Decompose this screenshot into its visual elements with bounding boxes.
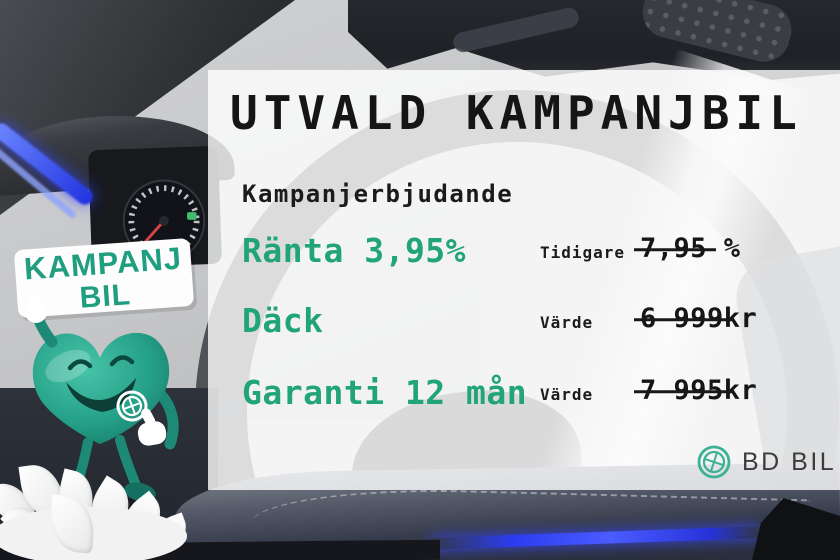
campaign-sign: KAMPANJ BIL bbox=[14, 238, 197, 322]
mascot-left-eye bbox=[67, 359, 93, 371]
offer-panel-content: UTVALD KAMPANJBIL Kampanjerbjudande Ränt… bbox=[208, 70, 840, 490]
offer-row-warranty: Garanti 12 mån Värde 7 995kr bbox=[208, 373, 840, 421]
mascot-thumbs-up-glove bbox=[137, 408, 167, 446]
old-price: 7,95 % bbox=[640, 233, 741, 264]
offer-name: Garanti 12 mån bbox=[242, 373, 528, 412]
offer-subtitle: Kampanjerbjudande bbox=[242, 180, 514, 208]
value-unit: % bbox=[707, 233, 741, 264]
offer-name: Ränta 3,95% bbox=[242, 231, 467, 270]
comparison-label: Värde bbox=[540, 313, 594, 332]
struck-value: 6 999 bbox=[640, 303, 724, 334]
struck-value: 7,95 bbox=[640, 233, 708, 264]
heart-highlight bbox=[45, 349, 91, 383]
offer-row-interest: Ränta 3,95% Tidigare 7,95 % bbox=[208, 231, 840, 279]
flower-mound bbox=[0, 507, 187, 560]
offer-name: Däck bbox=[242, 301, 324, 340]
comparison-label: Tidigare bbox=[540, 243, 626, 262]
mascot-left-glove bbox=[25, 301, 47, 323]
old-price: 7 995kr bbox=[640, 375, 757, 406]
brand-logo: BD BIL bbox=[696, 444, 836, 480]
struck-value: 7 995 bbox=[640, 375, 724, 406]
offer-panel bbox=[208, 70, 840, 490]
mascot-chest-emblem-icon bbox=[116, 390, 148, 422]
mascot-left-finger bbox=[29, 293, 40, 310]
white-flowers bbox=[0, 461, 197, 560]
mascot-heart-body bbox=[32, 332, 170, 444]
comparison-label: Värde bbox=[540, 385, 594, 404]
green-indicator-icon bbox=[187, 212, 197, 220]
brand-name: BD BIL bbox=[742, 447, 837, 476]
bd-bil-ring-icon bbox=[697, 445, 731, 479]
sign-line2: BIL bbox=[79, 278, 133, 315]
page-title: UTVALD KAMPANJBIL bbox=[230, 86, 803, 140]
mascot-right-eye bbox=[109, 355, 135, 367]
offer-row-tires: Däck Värde 6 999kr bbox=[208, 301, 840, 349]
old-price: 6 999kr bbox=[640, 303, 757, 334]
